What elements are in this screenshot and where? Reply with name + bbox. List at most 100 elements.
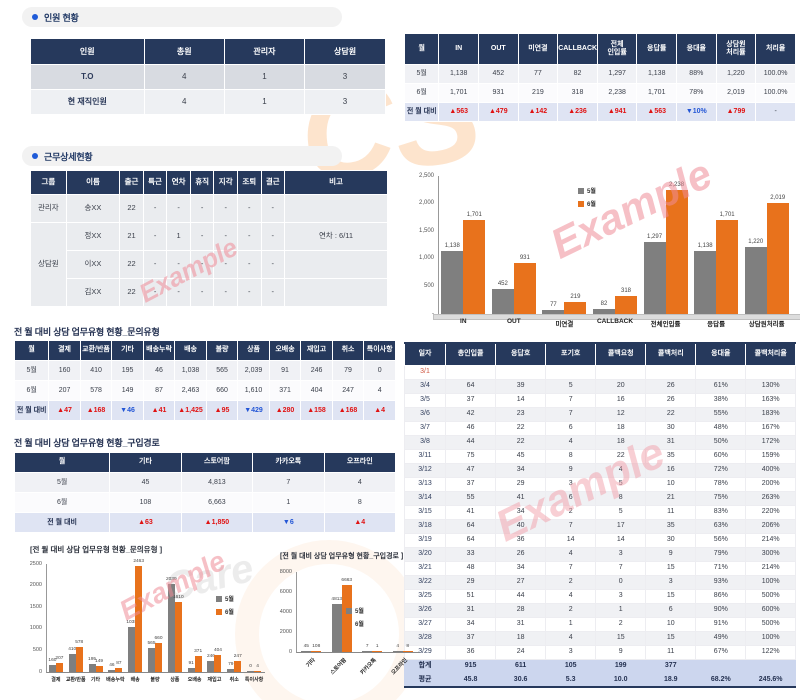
column-header: 불량 — [205, 340, 239, 361]
table-cell: 195 — [111, 360, 144, 381]
bar-label: 8 — [406, 644, 410, 650]
table-cell: 24 — [495, 644, 547, 660]
bar-5월 — [694, 251, 717, 314]
table-cell: 108 — [109, 492, 182, 513]
column-header: 처리율 — [755, 33, 796, 65]
table-cell: 21 — [645, 490, 697, 506]
bar-label: 404 — [213, 648, 222, 654]
table-cell: 16 — [645, 462, 697, 478]
attendance-table: 그룹 이름 출근 특근 연차 휴직 지각 조퇴 결근 비고 관리자 송XX 22- - - - - - 상담원 정XX… — [30, 170, 388, 307]
column-header: 응대율 — [695, 342, 747, 366]
category-label: 응답률 — [707, 321, 726, 328]
table-cell: 28 — [495, 602, 547, 618]
bar-label: 247 — [233, 654, 242, 660]
table-cell: 5 — [595, 476, 647, 492]
table-cell: 15 — [645, 588, 697, 604]
table-cell: 100.0% — [755, 83, 796, 103]
table-cell: 23 — [495, 406, 547, 422]
table-cell: - — [142, 194, 168, 223]
bar-label: 1 — [375, 644, 379, 650]
axis-tick-label: 0 — [38, 668, 42, 675]
daily-calls-table-el: 일자 총인입콜 응답호 포기호 콜백요청 콜백처리 응대율 콜백처리율 3/1 3/4 64 39 5 2… — [403, 342, 796, 688]
table-cell: 9 — [545, 462, 597, 478]
table-cell: 31 — [445, 602, 497, 618]
bar-5월 — [187, 668, 195, 672]
column-header: 관리자 — [223, 38, 306, 65]
bar-5월 — [542, 310, 565, 314]
table-row: 3/14 55 41 6 8 21 75% 263% — [403, 490, 796, 506]
table-cell: - — [236, 278, 262, 307]
table-row: 6월 108 6,663 1 8 — [13, 492, 397, 513]
table-cell: 전 월 대비 — [403, 102, 440, 122]
bar-label: 1,138 — [697, 243, 713, 249]
table-cell: 64 — [445, 532, 497, 548]
table-row: 5월 1,138 452 77 82 1,297 1,138 88% 1,220 100.0% — [403, 64, 796, 84]
table-cell: 전 월 대비 — [13, 400, 50, 421]
table-cell: 5월 — [13, 360, 50, 381]
table-cell: 7 — [545, 392, 597, 408]
table-cell: 167% — [745, 420, 796, 436]
table-cell: 4 — [545, 434, 597, 450]
table-cell: 75% — [695, 490, 747, 506]
table-cell: 34 — [445, 616, 497, 632]
table-cell: - — [260, 194, 286, 223]
table-cell: 18 — [595, 420, 647, 436]
table-cell — [695, 364, 747, 380]
axis-tick-label: 2000 — [279, 628, 292, 635]
bar-5월 — [148, 648, 155, 672]
column-header: 그룹 — [30, 170, 67, 195]
category-label: 상품 — [170, 677, 180, 683]
table-cell: 6월 — [13, 380, 50, 401]
table-cell: 207 — [48, 380, 81, 401]
bar-6월 — [174, 602, 182, 672]
table-cell: 3/11 — [403, 448, 447, 464]
bar-6월 — [372, 651, 383, 652]
column-header: 월 — [13, 340, 50, 361]
delta-value: ▲563 — [647, 108, 667, 116]
table-row: 관리자 송XX 22- - - - - - — [30, 194, 388, 223]
bar-label: 246 — [206, 654, 215, 660]
table-cell: 50% — [695, 434, 747, 450]
inquiry-type-chart: 0 500 1000 1500 2000 2500 160 207 결제 410 578 교환/반품 1… — [16, 554, 268, 694]
bar-5월 — [301, 651, 312, 652]
table-cell: ▼6 — [252, 512, 325, 533]
table-cell: 22 — [119, 250, 144, 279]
delta-value: ▲142 — [528, 108, 548, 116]
bar-label: 0 — [249, 664, 252, 670]
table-cell: 79 — [331, 360, 365, 381]
table-cell: - — [260, 222, 286, 251]
bar-label: 2463 — [133, 559, 145, 565]
table-cell: 60% — [695, 448, 747, 464]
table-cell: 4,813 — [180, 472, 254, 493]
bar-label: 1,220 — [748, 239, 764, 245]
column-header: 응답률 — [636, 33, 678, 65]
axis-tick-label: 6000 — [279, 588, 292, 595]
bar-label: 2,019 — [770, 195, 786, 201]
table-cell: 79% — [695, 546, 747, 562]
table-cell: 8 — [323, 492, 397, 513]
table-row: 현 재직인원 4 1 3 — [30, 89, 386, 115]
table-cell: - — [142, 278, 168, 307]
table-cell: ▲142 — [517, 102, 559, 122]
table-cell: 377 — [645, 658, 697, 674]
personnel-table-el: 인원 총원 관리자 상담원 T.O 4 1 3 현 재직인원 4 1 3 — [30, 38, 386, 115]
table-cell: 39 — [495, 378, 547, 394]
bar-label: 207 — [55, 656, 64, 662]
legend-swatch — [216, 608, 222, 615]
table-cell: 3 — [304, 64, 386, 90]
purchase-path-chart: 0 2000 4000 6000 8000 45 108 기타 4813 6663 스토어팜 7 1 카카… — [270, 560, 422, 692]
table-cell: 160 — [48, 360, 81, 381]
table-cell: 2 — [545, 504, 597, 520]
table-cell: - — [260, 250, 286, 279]
table-cell: 56% — [695, 532, 747, 548]
table-cell: 20 — [595, 378, 647, 394]
table-cell: 245.6% — [745, 672, 796, 688]
legend-item: 6월 — [216, 607, 234, 616]
table-cell: 15 — [595, 630, 647, 646]
table-cell: ▲941 — [596, 102, 638, 122]
chart-legend: 5월 6월 — [578, 186, 596, 208]
table-cell: - — [236, 250, 262, 279]
legend-item: 5월 — [346, 606, 364, 615]
table-cell — [445, 364, 497, 380]
table-cell: 4 — [143, 64, 225, 90]
